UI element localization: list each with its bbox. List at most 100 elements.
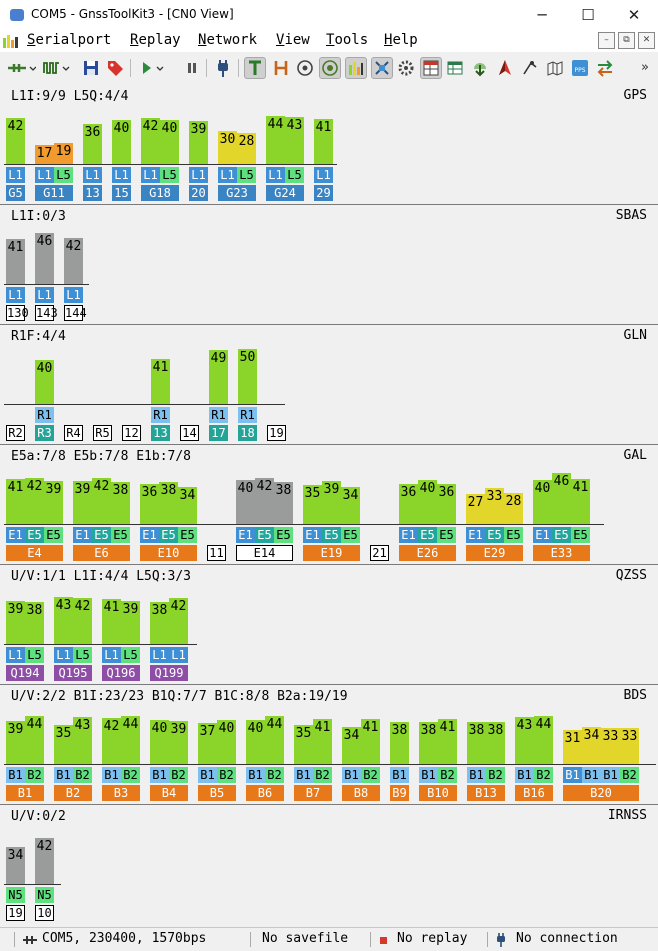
target-icon[interactable] <box>294 57 316 79</box>
maximize-button[interactable]: ☐ <box>581 6 595 24</box>
satellite-label[interactable]: 20 <box>189 185 208 201</box>
satellite-label[interactable]: 10 <box>35 905 54 921</box>
satellite-label[interactable]: E29 <box>466 545 523 561</box>
text-view-icon[interactable] <box>244 57 266 79</box>
satellite-label[interactable]: Q196 <box>102 665 140 681</box>
satellite-label[interactable]: E10 <box>140 545 197 561</box>
satellite-label[interactable]: E4 <box>6 545 63 561</box>
cn0-bar: 41 <box>314 119 333 164</box>
cn0-view-icon[interactable] <box>345 57 367 79</box>
satellite-label[interactable]: B1 <box>6 785 44 801</box>
satellite-label[interactable]: 19 <box>267 425 286 441</box>
satellite-label[interactable]: R3 <box>35 425 54 441</box>
menu-help[interactable]: Help <box>384 32 418 48</box>
satellite-label[interactable]: E6 <box>73 545 130 561</box>
map-icon[interactable] <box>544 57 566 79</box>
mdi-close-button[interactable]: ✕ <box>638 32 655 49</box>
hex-view-icon[interactable] <box>270 57 292 79</box>
satellite-label[interactable]: 18 <box>238 425 257 441</box>
close-button[interactable]: ✕ <box>627 6 641 24</box>
toolbar-overflow-button[interactable]: » <box>641 60 649 75</box>
satellite-label[interactable]: R2 <box>6 425 25 441</box>
satellite-label[interactable]: G23 <box>218 185 256 201</box>
grid-icon[interactable] <box>444 57 466 79</box>
cn0-bar: 42 <box>141 118 160 164</box>
satellite-label[interactable]: 13 <box>151 425 170 441</box>
menu-network[interactable]: Network <box>198 32 258 48</box>
satellite-label[interactable]: 11 <box>207 545 226 561</box>
satellite-label[interactable]: R5 <box>93 425 112 441</box>
satellite-label[interactable]: B8 <box>342 785 380 801</box>
satellite-label[interactable]: E14 <box>236 545 293 561</box>
satellite-label[interactable]: R4 <box>64 425 83 441</box>
cn0-bar: 41 <box>6 479 25 524</box>
minimize-button[interactable]: ─ <box>537 6 547 24</box>
plug-icon[interactable] <box>212 57 234 79</box>
menu-view[interactable]: View <box>276 32 310 48</box>
satellite-label[interactable]: B13 <box>467 785 505 801</box>
menu-replay[interactable]: Replay <box>130 32 181 48</box>
cn0-baseline <box>4 884 61 885</box>
satellite-label[interactable]: E19 <box>303 545 360 561</box>
signal-label: L1 <box>64 287 83 303</box>
satellite-label[interactable]: G18 <box>141 185 179 201</box>
satellite-label[interactable]: 17 <box>209 425 228 441</box>
satellite-label[interactable]: B20 <box>563 785 639 801</box>
satellite-label[interactable]: G11 <box>35 185 73 201</box>
satellite-label[interactable]: 12 <box>122 425 141 441</box>
satellite-label[interactable]: 143 <box>35 305 58 321</box>
satellite-icon[interactable] <box>371 57 393 79</box>
satellite-label[interactable]: B6 <box>246 785 284 801</box>
port-status: COM5, 230400, 1570bps <box>42 931 207 946</box>
satellite-label[interactable]: B16 <box>515 785 553 801</box>
connect-dropdown-icon[interactable] <box>6 57 37 79</box>
mdi-minimize-button[interactable]: – <box>598 32 615 49</box>
menu-serialport[interactable]: Serialport <box>27 32 112 48</box>
satellite-label[interactable]: B7 <box>294 785 332 801</box>
satellite-label[interactable]: Q199 <box>150 665 188 681</box>
satellite-label[interactable]: B3 <box>102 785 140 801</box>
settings-icon[interactable] <box>395 57 417 79</box>
satellite-label[interactable]: B5 <box>198 785 236 801</box>
cn0-bar: 40 <box>150 720 169 764</box>
satellite-label[interactable]: 130 <box>6 305 29 321</box>
satellite-label[interactable]: E33 <box>533 545 590 561</box>
play-dropdown-icon[interactable] <box>136 57 166 79</box>
satellite-label[interactable]: 15 <box>112 185 131 201</box>
signal-label: B2 <box>534 767 553 783</box>
menu-tools[interactable]: Tools <box>326 32 369 48</box>
signal-label: B2 <box>620 767 639 783</box>
navigation-icon[interactable] <box>494 57 516 79</box>
satellite-label[interactable]: 19 <box>6 905 25 921</box>
cn0-bar: 46 <box>552 473 571 524</box>
antenna-icon[interactable] <box>519 57 541 79</box>
satellite-label[interactable]: 21 <box>370 545 389 561</box>
satellite-label[interactable]: B10 <box>419 785 457 801</box>
signal-label: L1 <box>6 287 25 303</box>
satellite-label[interactable]: G24 <box>266 185 304 201</box>
save-icon[interactable] <box>80 57 102 79</box>
download-icon[interactable] <box>469 57 491 79</box>
satellite-label[interactable]: 144 <box>64 305 87 321</box>
satellite-label[interactable]: 13 <box>83 185 102 201</box>
satellite-label[interactable]: B4 <box>150 785 188 801</box>
pps-icon[interactable]: PPS <box>569 57 591 79</box>
mdi-restore-button[interactable]: ⧉ <box>618 32 635 49</box>
app-menu-icon[interactable] <box>3 34 18 48</box>
satellite-label[interactable]: E26 <box>399 545 456 561</box>
satellite-label[interactable]: 14 <box>180 425 199 441</box>
satellite-label[interactable]: 29 <box>314 185 333 201</box>
tag-icon[interactable] <box>104 57 126 79</box>
satellite-label[interactable]: B2 <box>54 785 92 801</box>
satellite-label[interactable]: B9 <box>390 785 409 801</box>
swap-icon[interactable] <box>594 57 616 79</box>
satellite-label[interactable]: Q195 <box>54 665 92 681</box>
skyplot-icon[interactable] <box>319 57 341 79</box>
satellite-label[interactable]: Q194 <box>6 665 44 681</box>
satellite-label[interactable]: G5 <box>6 185 25 201</box>
signal-label: L1 <box>35 167 54 183</box>
signal-label: L1 <box>189 167 208 183</box>
pause-icon[interactable] <box>181 57 203 79</box>
signal-dropdown-icon[interactable] <box>42 57 70 79</box>
table-icon[interactable] <box>420 57 442 79</box>
